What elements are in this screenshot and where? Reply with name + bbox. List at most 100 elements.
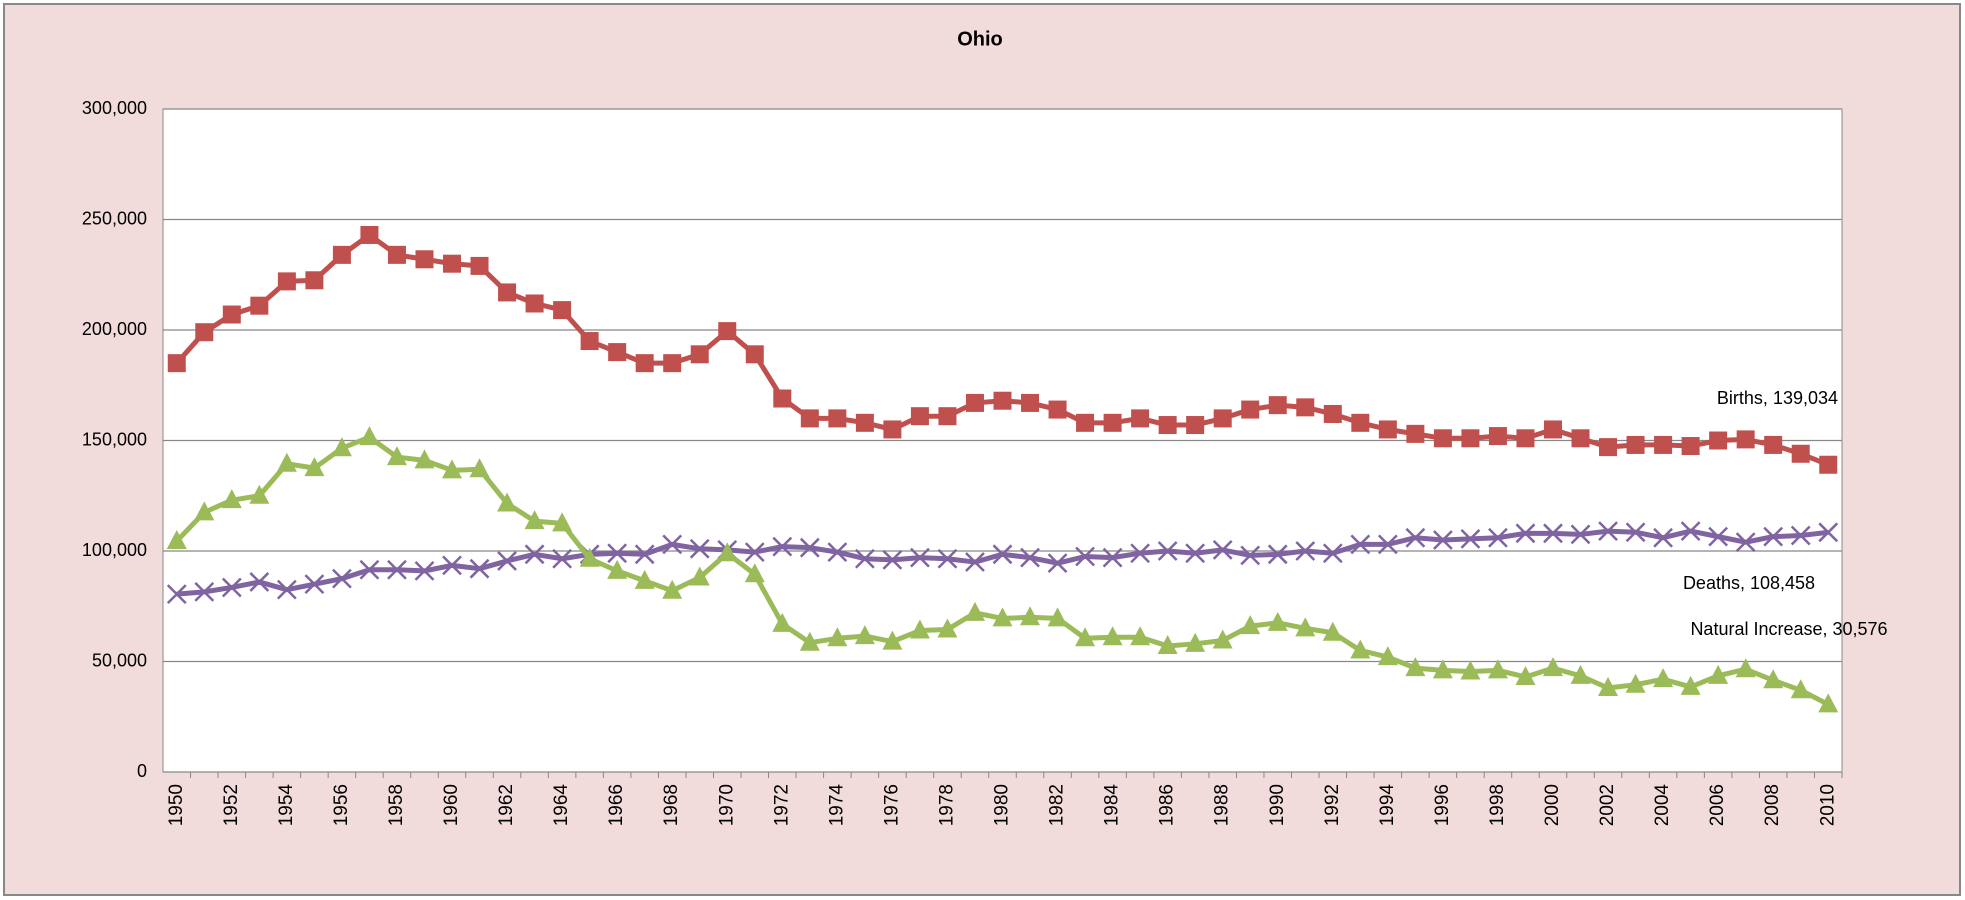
marker <box>1102 547 1123 568</box>
marker <box>662 579 683 599</box>
marker <box>800 409 819 428</box>
marker <box>1212 540 1233 560</box>
marker <box>553 301 572 320</box>
marker <box>1461 429 1480 448</box>
y-tick-label: 150,000 <box>82 429 147 449</box>
x-tick-label: 1986 <box>1157 784 1178 826</box>
marker <box>1406 424 1425 443</box>
marker <box>276 579 297 600</box>
marker <box>332 245 351 264</box>
y-tick-label: 50,000 <box>92 650 147 670</box>
marker <box>1377 646 1398 666</box>
marker <box>1819 455 1838 474</box>
marker <box>717 542 738 562</box>
marker <box>276 452 297 472</box>
x-tick-label: 1994 <box>1377 784 1398 827</box>
marker <box>1542 657 1563 677</box>
marker <box>304 457 325 477</box>
marker <box>1570 524 1591 545</box>
marker <box>718 322 737 341</box>
marker <box>1322 621 1343 641</box>
marker <box>1516 429 1535 448</box>
marker <box>1103 413 1122 432</box>
marker <box>937 548 958 569</box>
data-label: Deaths, 108,458 <box>1683 573 1815 593</box>
marker <box>772 612 793 632</box>
x-tick-label: 2006 <box>1707 784 1728 826</box>
marker <box>1047 553 1068 574</box>
marker <box>1076 413 1095 432</box>
x-tick-label: 1982 <box>1047 784 1068 826</box>
x-tick-label: 1998 <box>1487 784 1508 826</box>
marker <box>359 559 380 580</box>
marker <box>1021 393 1040 412</box>
x-tick-label: 1950 <box>166 784 187 826</box>
marker <box>1818 693 1839 713</box>
marker <box>607 543 628 564</box>
marker <box>1241 400 1260 419</box>
marker <box>387 245 406 264</box>
marker <box>1543 523 1563 544</box>
marker <box>1350 534 1371 555</box>
x-tick-label: 1976 <box>881 784 902 826</box>
marker <box>1295 617 1316 637</box>
marker <box>882 630 903 650</box>
marker <box>1460 660 1481 680</box>
marker <box>1157 635 1178 655</box>
y-tick-label: 200,000 <box>82 319 147 339</box>
marker <box>552 512 573 532</box>
marker <box>1102 626 1123 646</box>
x-tick-label: 1988 <box>1212 784 1233 826</box>
marker <box>1515 665 1536 685</box>
marker <box>469 558 490 579</box>
marker <box>1625 522 1646 543</box>
marker <box>221 489 242 509</box>
x-tick-label: 1954 <box>276 784 297 827</box>
marker <box>1818 522 1839 543</box>
marker <box>882 549 903 570</box>
x-tick-label: 1960 <box>441 784 462 826</box>
marker <box>1378 420 1397 439</box>
x-tick-label: 1992 <box>1322 784 1343 826</box>
marker <box>1598 677 1619 697</box>
marker <box>993 391 1012 410</box>
marker <box>1515 523 1536 544</box>
marker <box>773 389 792 408</box>
marker <box>221 577 242 598</box>
marker <box>1267 544 1288 565</box>
marker <box>249 572 270 592</box>
marker <box>1322 543 1343 564</box>
marker <box>580 332 599 351</box>
x-tick-label: 1980 <box>992 784 1013 826</box>
marker <box>827 542 848 562</box>
marker <box>1598 521 1618 541</box>
marker <box>469 458 490 478</box>
x-tick-label: 2002 <box>1597 784 1618 826</box>
x-tick-label: 1958 <box>386 784 407 826</box>
marker <box>1735 658 1756 678</box>
marker <box>1570 664 1591 684</box>
marker <box>634 544 655 565</box>
marker <box>965 393 984 412</box>
marker <box>443 254 462 273</box>
marker <box>1433 530 1453 550</box>
marker <box>1186 416 1205 435</box>
marker <box>992 607 1013 627</box>
marker <box>497 492 518 512</box>
marker <box>1047 607 1068 627</box>
marker <box>1240 615 1261 635</box>
marker <box>305 271 324 290</box>
x-tick-label: 2010 <box>1817 784 1838 826</box>
x-tick-label: 1990 <box>1267 784 1288 826</box>
marker <box>1185 543 1206 564</box>
marker <box>1020 547 1040 568</box>
marker <box>938 407 957 426</box>
marker <box>854 625 875 645</box>
marker <box>1157 541 1178 561</box>
marker <box>965 552 985 572</box>
marker <box>386 446 407 466</box>
marker <box>992 544 1013 565</box>
x-tick-label: 1974 <box>826 784 847 827</box>
y-tick-label: 0 <box>137 761 147 781</box>
